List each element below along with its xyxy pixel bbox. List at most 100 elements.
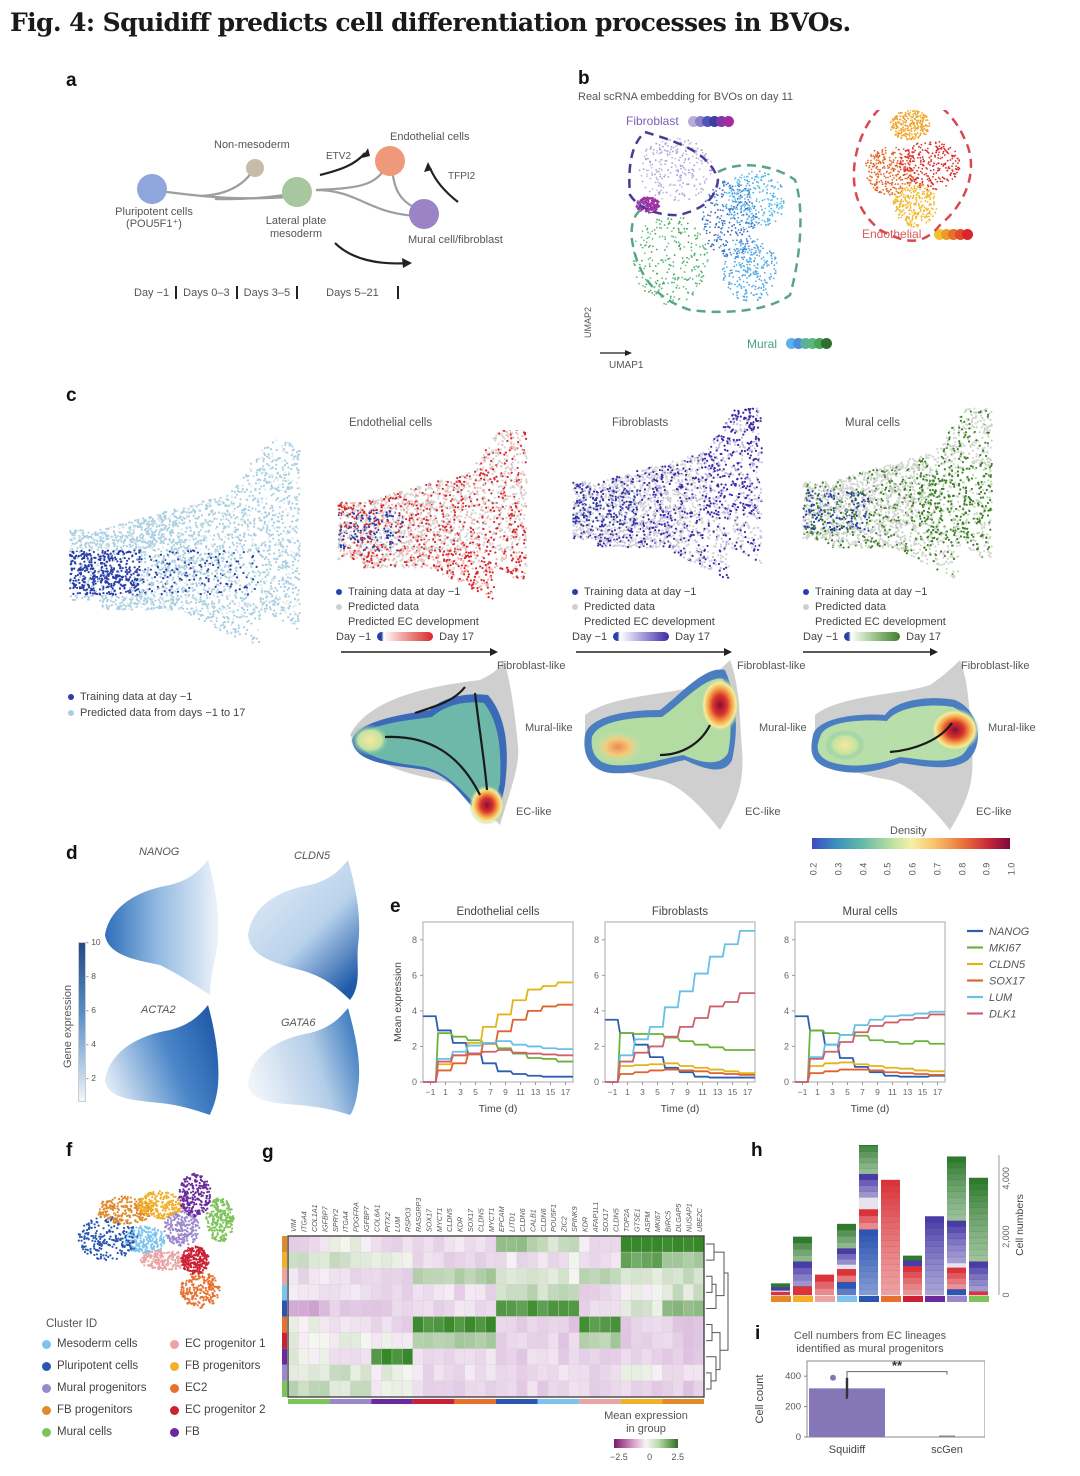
fibroblast-color-legend (688, 116, 734, 127)
umap-point (275, 459, 278, 462)
umap-point (681, 276, 684, 279)
umap-point (98, 593, 102, 596)
umap-point (899, 166, 902, 169)
umap-point (660, 185, 662, 188)
umap-point (899, 160, 902, 163)
umap-point (238, 601, 241, 604)
umap-point (679, 178, 682, 181)
umap-point (745, 259, 748, 262)
umap-point (927, 185, 930, 188)
umap-point (221, 612, 224, 615)
umap-point (178, 557, 182, 561)
umap-point (714, 233, 717, 236)
umap-point (751, 177, 753, 180)
umap-point (84, 564, 87, 567)
umap-point (74, 529, 77, 532)
umap-point (667, 217, 670, 220)
umap-point (664, 277, 667, 280)
umap-point (711, 202, 714, 205)
umap-point (271, 599, 274, 603)
umap-point (723, 191, 726, 194)
endothelial-color-legend (934, 229, 973, 240)
umap-point (743, 205, 746, 208)
umap-point (904, 177, 907, 180)
umap-point (169, 598, 172, 601)
umap-point (917, 136, 920, 139)
umap-point (656, 272, 658, 275)
umap-point (695, 265, 698, 268)
umap-point (761, 282, 764, 285)
umap-point (776, 201, 779, 204)
umap-point (929, 198, 931, 201)
umap-point (254, 534, 257, 537)
umap-point (929, 179, 932, 182)
umap-point (99, 581, 103, 584)
umap-point (149, 533, 152, 536)
umap-point (939, 177, 941, 180)
umap-point (141, 518, 144, 521)
umap-point (106, 574, 109, 577)
umap-point (111, 593, 114, 596)
umap-point (235, 582, 238, 585)
umap-point (738, 185, 740, 188)
umap-point (172, 576, 175, 579)
umap-point (706, 223, 709, 225)
umap-point (183, 551, 186, 554)
label-endothelial-cells: Endothelial cells (390, 131, 470, 143)
umap-point (911, 211, 914, 214)
umap-point (161, 512, 165, 515)
umap-point (142, 545, 145, 548)
umap-point (192, 559, 195, 562)
umap-point (958, 159, 961, 161)
umap-point (659, 223, 661, 225)
umap-point (213, 588, 216, 591)
umap-point (921, 193, 924, 196)
umap-point (904, 218, 907, 221)
umap-point (253, 551, 256, 554)
umap-point (715, 240, 718, 243)
umap-point (662, 261, 665, 264)
umap-point (290, 582, 293, 585)
umap-point (230, 583, 233, 586)
umap-point (82, 575, 85, 578)
umap-point (633, 260, 636, 263)
umap-point (901, 205, 904, 208)
umap-point (643, 155, 646, 158)
umap-point (208, 596, 212, 599)
umap-point (686, 256, 688, 259)
umap-point (752, 218, 755, 220)
umap-point (897, 173, 900, 175)
umap-point (873, 164, 876, 167)
umap-point (261, 449, 264, 452)
umap-point (673, 281, 676, 284)
umap-point (713, 239, 716, 241)
umap-point (229, 610, 232, 613)
umap-point (253, 532, 256, 535)
umap-point (765, 291, 768, 294)
umap-point (236, 609, 239, 612)
umap-point (102, 574, 105, 577)
umap-point (254, 605, 257, 608)
umap-point (171, 601, 174, 604)
umap-point (250, 565, 253, 569)
umap-point (734, 249, 737, 252)
umap-point (909, 160, 912, 163)
umap-point (163, 605, 166, 608)
umap-point (764, 220, 767, 223)
umap-point (758, 296, 761, 299)
umap-point (902, 123, 905, 126)
umap-point (230, 490, 234, 493)
umap-point (273, 557, 276, 560)
umap-point (693, 266, 696, 269)
umap-point (71, 542, 74, 545)
umap-point (149, 597, 152, 601)
umap-point (677, 179, 680, 182)
umap-point (144, 538, 147, 541)
umap-point (124, 605, 127, 608)
umap-point (906, 177, 908, 180)
umap-point (236, 487, 240, 490)
umap-point (160, 550, 163, 553)
umap-point (280, 514, 283, 518)
umap-point (896, 159, 899, 162)
umap-point (138, 525, 141, 529)
